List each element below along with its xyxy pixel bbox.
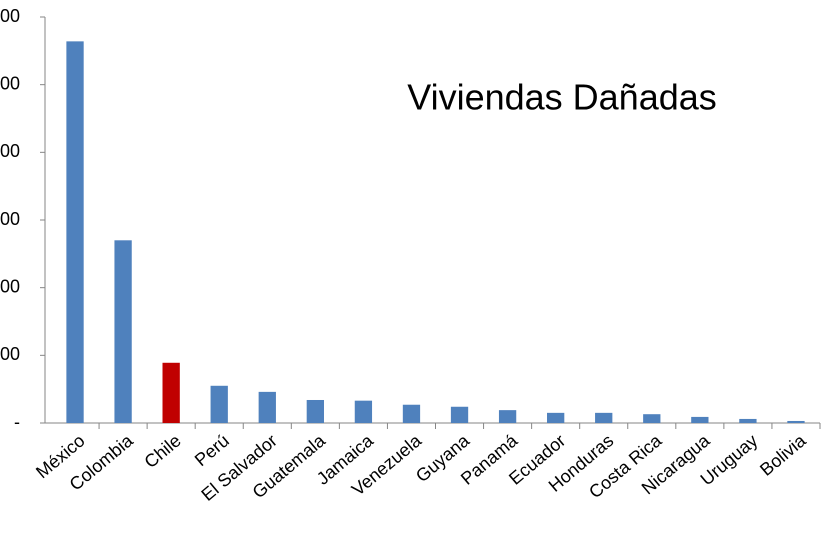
y-tick-label: 00 bbox=[0, 6, 20, 26]
y-tick-label: - bbox=[14, 412, 20, 432]
bar bbox=[66, 41, 84, 424]
y-tick-label: 00 bbox=[0, 344, 20, 364]
annotation: Viviendas Dañadas bbox=[407, 77, 717, 118]
bar bbox=[595, 412, 613, 423]
bar bbox=[498, 410, 517, 423]
bar bbox=[114, 240, 132, 423]
bar bbox=[787, 420, 805, 423]
y-tick-label: 00 bbox=[0, 276, 20, 296]
x-tick-label: Bolivia bbox=[756, 430, 810, 480]
y-tick-label: 00 bbox=[0, 209, 20, 229]
y-tick-label: 00 bbox=[0, 141, 20, 161]
bar bbox=[402, 404, 421, 423]
bar bbox=[210, 385, 228, 423]
bar bbox=[354, 400, 373, 423]
bar bbox=[643, 414, 661, 423]
y-tick-label: 00 bbox=[0, 73, 20, 93]
bar bbox=[258, 391, 276, 423]
bar bbox=[306, 399, 324, 423]
bar bbox=[450, 406, 469, 423]
bar bbox=[691, 416, 709, 423]
bar bbox=[547, 412, 565, 423]
x-tick-label: Chile bbox=[140, 430, 184, 472]
bar bbox=[162, 362, 180, 423]
bar bbox=[739, 418, 757, 423]
